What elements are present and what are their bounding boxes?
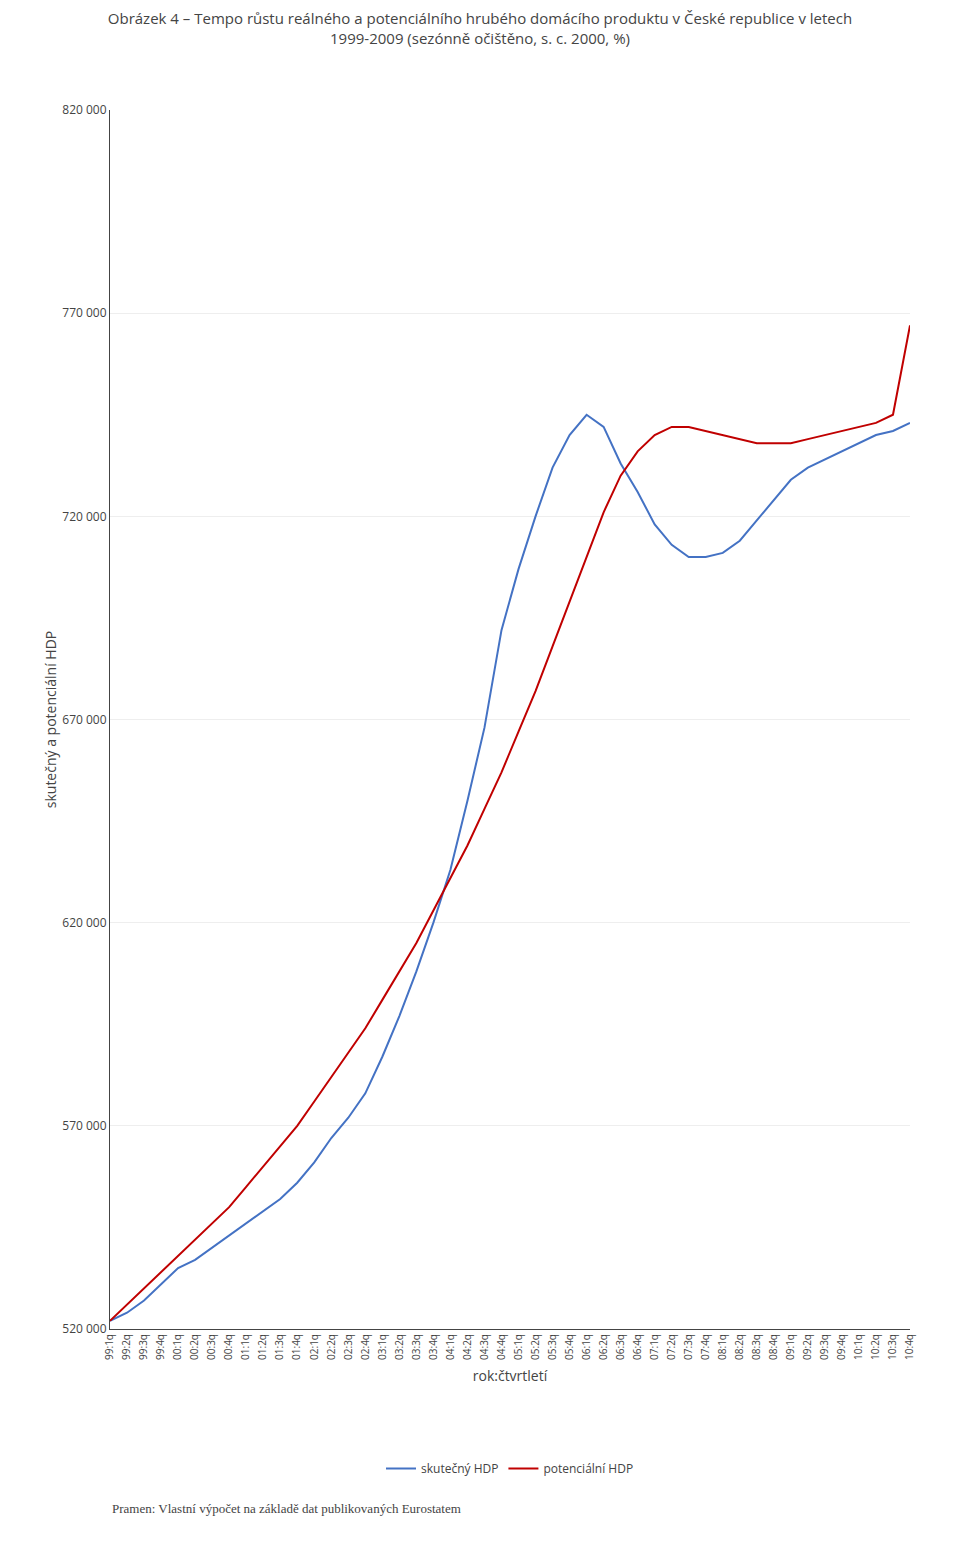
svg-text:Obrázek 4 – Tempo růstu reálné: Obrázek 4 – Tempo růstu reálného a poten… bbox=[108, 8, 852, 48]
svg-text:820 000: 820 000 bbox=[62, 101, 106, 118]
svg-text:07:2q: 07:2q bbox=[664, 1334, 678, 1360]
svg-text:09:2q: 09:2q bbox=[800, 1334, 814, 1360]
svg-text:03:3q: 03:3q bbox=[409, 1334, 423, 1360]
svg-text:06:1q: 06:1q bbox=[579, 1334, 593, 1360]
svg-text:09:4q: 09:4q bbox=[834, 1334, 848, 1360]
svg-text:02:4q: 02:4q bbox=[358, 1334, 372, 1360]
svg-text:08:4q: 08:4q bbox=[766, 1334, 780, 1360]
svg-text:02:1q: 02:1q bbox=[307, 1334, 321, 1360]
svg-text:07:1q: 07:1q bbox=[647, 1334, 661, 1360]
svg-text:570 000: 570 000 bbox=[62, 1117, 106, 1134]
svg-text:10:2q: 10:2q bbox=[868, 1334, 882, 1360]
svg-text:00:2q: 00:2q bbox=[187, 1334, 201, 1360]
svg-text:99:4q: 99:4q bbox=[153, 1334, 167, 1360]
svg-text:03:4q: 03:4q bbox=[426, 1334, 440, 1360]
svg-text:09:1q: 09:1q bbox=[783, 1334, 797, 1360]
svg-text:05:3q: 05:3q bbox=[545, 1334, 559, 1360]
svg-text:09:3q: 09:3q bbox=[817, 1334, 831, 1360]
svg-text:10:4q: 10:4q bbox=[902, 1334, 916, 1360]
svg-text:05:1q: 05:1q bbox=[511, 1334, 525, 1360]
svg-text:04:2q: 04:2q bbox=[460, 1334, 474, 1360]
svg-text:rok:čtvrtletí: rok:čtvrtletí bbox=[473, 1366, 548, 1385]
svg-text:03:2q: 03:2q bbox=[392, 1334, 406, 1360]
svg-text:520 000: 520 000 bbox=[62, 1320, 106, 1337]
svg-text:620 000: 620 000 bbox=[62, 914, 106, 931]
svg-text:04:3q: 04:3q bbox=[477, 1334, 491, 1360]
svg-text:10:3q: 10:3q bbox=[885, 1334, 899, 1360]
svg-text:10:1q: 10:1q bbox=[851, 1334, 865, 1360]
svg-text:06:4q: 06:4q bbox=[630, 1334, 644, 1360]
svg-text:07:4q: 07:4q bbox=[698, 1334, 712, 1360]
svg-text:99:3q: 99:3q bbox=[136, 1334, 150, 1360]
svg-text:670 000: 670 000 bbox=[62, 711, 106, 728]
svg-text:00:3q: 00:3q bbox=[204, 1334, 218, 1360]
svg-text:02:3q: 02:3q bbox=[341, 1334, 355, 1360]
svg-text:04:1q: 04:1q bbox=[443, 1334, 457, 1360]
svg-text:06:2q: 06:2q bbox=[596, 1334, 610, 1360]
svg-text:Pramen: Vlastní výpočet na zák: Pramen: Vlastní výpočet na základě dat p… bbox=[112, 1501, 461, 1516]
svg-text:08:3q: 08:3q bbox=[749, 1334, 763, 1360]
svg-text:skutečný a potenciální HDP: skutečný a potenciální HDP bbox=[41, 631, 60, 808]
svg-text:720 000: 720 000 bbox=[62, 508, 106, 525]
svg-text:01:2q: 01:2q bbox=[255, 1334, 269, 1360]
svg-text:05:4q: 05:4q bbox=[562, 1334, 576, 1360]
svg-text:05:2q: 05:2q bbox=[528, 1334, 542, 1360]
svg-text:skutečný HDP: skutečný HDP bbox=[421, 1460, 498, 1477]
svg-text:potenciální HDP: potenciální HDP bbox=[543, 1460, 633, 1477]
svg-text:01:4q: 01:4q bbox=[289, 1334, 303, 1360]
svg-text:99:2q: 99:2q bbox=[119, 1334, 133, 1360]
svg-text:07:3q: 07:3q bbox=[681, 1334, 695, 1360]
svg-text:03:1q: 03:1q bbox=[375, 1334, 389, 1360]
svg-text:02:2q: 02:2q bbox=[324, 1334, 338, 1360]
svg-text:08:1q: 08:1q bbox=[715, 1334, 729, 1360]
svg-text:06:3q: 06:3q bbox=[613, 1334, 627, 1360]
svg-text:01:1q: 01:1q bbox=[238, 1334, 252, 1360]
svg-text:770 000: 770 000 bbox=[62, 304, 106, 321]
svg-text:08:2q: 08:2q bbox=[732, 1334, 746, 1360]
svg-text:99:1q: 99:1q bbox=[102, 1334, 116, 1360]
svg-text:04:4q: 04:4q bbox=[494, 1334, 508, 1360]
svg-text:00:4q: 00:4q bbox=[221, 1334, 235, 1360]
svg-text:00:1q: 00:1q bbox=[170, 1334, 184, 1360]
svg-text:01:3q: 01:3q bbox=[272, 1334, 286, 1360]
